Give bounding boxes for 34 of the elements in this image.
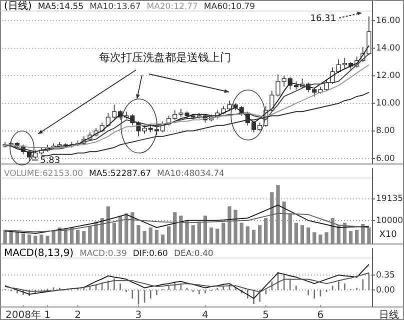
text: DIF:0.60 <box>132 249 168 259</box>
y-tick-label: 14.00 <box>376 44 400 54</box>
text: MA5:14.55 <box>38 2 84 12</box>
y-tick-label: 19135 <box>376 194 404 204</box>
x-tick-label: 1 <box>44 310 51 320</box>
y-tick-label: 16.00 <box>376 16 400 26</box>
x-tick-label: 2008年 <box>6 309 41 320</box>
x-tick-label: 5 <box>262 310 270 320</box>
text: DEA:0.40 <box>174 249 214 259</box>
annotation: 每次打压洗盘都是送钱上门 <box>99 51 231 64</box>
y-tick-label: 6.00 <box>376 154 395 164</box>
chart-title: MACD(8,13,9) <box>4 248 74 259</box>
text: VOLUME:62153.00 <box>4 169 84 179</box>
annotation: 5.83 <box>40 156 60 166</box>
text: MA10:13.67 <box>90 2 141 12</box>
text: X10 <box>379 230 398 240</box>
text: MA20:12.77 <box>146 2 198 12</box>
chart-title: (日线) <box>4 0 32 12</box>
text: MA60:10.79 <box>204 2 256 12</box>
y-tick-label: 10.00 <box>376 98 400 109</box>
text: 日线 <box>379 309 399 320</box>
x-tick-label: 3 <box>135 310 142 320</box>
x-tick-label: 2 <box>74 310 82 320</box>
x-tick-label: 4 <box>202 310 208 320</box>
text: MA5:52287.67 <box>89 169 151 179</box>
y-tick-label: 8.00 <box>376 126 395 136</box>
y-tick-label: 12.00 <box>376 71 400 82</box>
y-tick-label: 0.00 <box>376 285 395 296</box>
text: MACD:0.39 <box>80 249 127 259</box>
text: MA10:48034.74 <box>157 169 224 179</box>
y-tick-label: 0.35 <box>376 270 395 280</box>
annotation: 16.31 <box>310 14 336 24</box>
x-tick-label: 6 <box>317 310 324 320</box>
y-tick-label: 10000 <box>376 216 404 226</box>
